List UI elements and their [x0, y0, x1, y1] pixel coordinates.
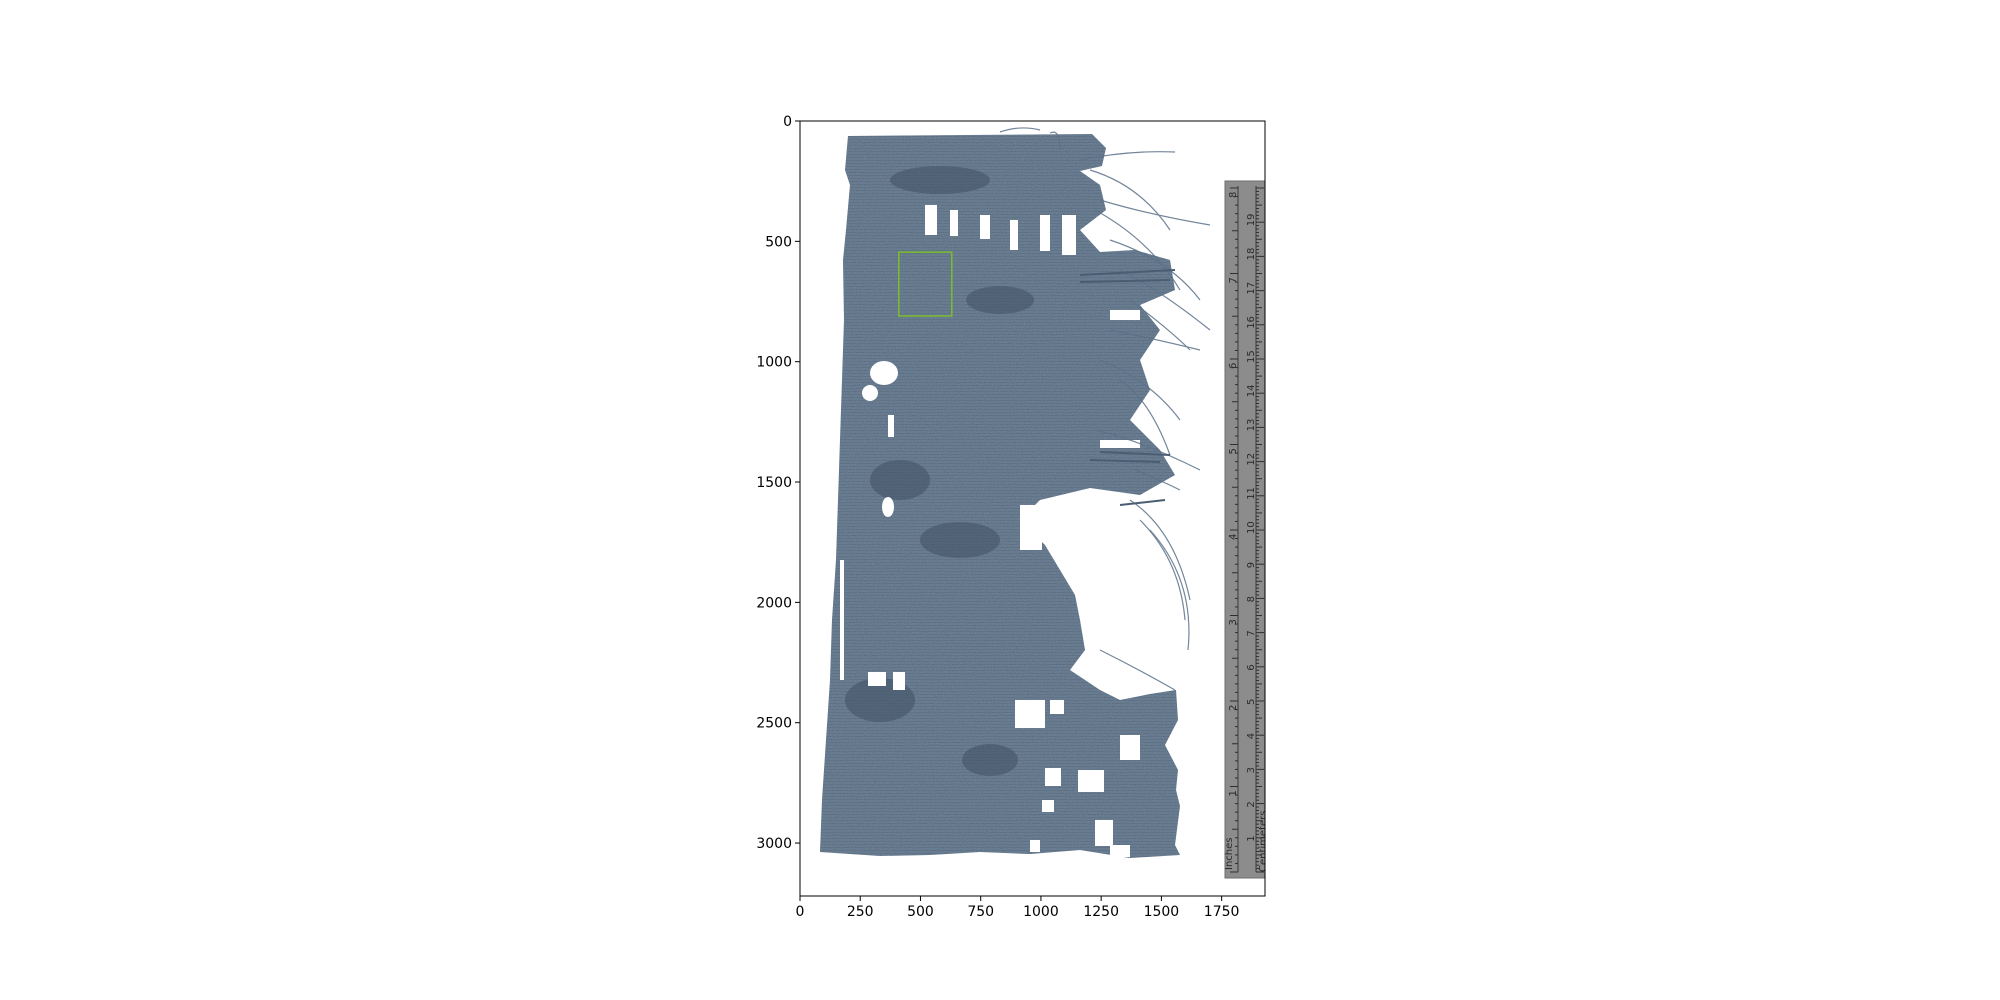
y-tick-label: 1500 [756, 475, 792, 491]
x-tick-label: 1000 [1023, 904, 1059, 920]
ruler-cm-label: 13 [1246, 419, 1257, 432]
highlight-box [898, 251, 953, 317]
ruler-inches-label: Inches [1224, 838, 1235, 871]
x-tick-label: 1250 [1083, 904, 1119, 920]
ruler-cm-label: 17 [1246, 282, 1257, 295]
ruler-cm-label: 12 [1246, 453, 1257, 466]
y-tick-label: 1000 [756, 355, 792, 371]
x-tick-label: 250 [847, 904, 874, 920]
ruler-inch-label: 7 [1228, 277, 1239, 283]
ruler-inch-label: 8 [1228, 192, 1239, 198]
ruler-inch-label: 4 [1228, 534, 1239, 540]
y-axis: 0 500 1000 1500 2000 2500 3000 [756, 114, 800, 852]
ruler-cm-label: 8 [1246, 596, 1257, 602]
ruler-cm-label: 14 [1246, 384, 1257, 397]
papyrus-fragment [820, 127, 1211, 858]
ruler-cm-label: 9 [1246, 562, 1257, 568]
ruler-cm-label: 4 [1246, 733, 1257, 739]
ruler-inch-label: 5 [1228, 448, 1239, 454]
ruler-cm-label: 15 [1246, 350, 1257, 363]
ruler-cm-label: 1 [1246, 835, 1257, 841]
x-tick-label: 1500 [1144, 904, 1180, 920]
ruler-inch-label: 2 [1228, 705, 1239, 711]
ruler-cm-label: 11 [1246, 487, 1257, 500]
y-tick-label: 0 [783, 114, 792, 130]
x-tick-label: 750 [967, 904, 994, 920]
ruler-cm-label: 7 [1246, 630, 1257, 636]
x-axis: 0 250 500 750 1000 1250 1500 1750 [796, 896, 1240, 920]
ruler-inch-label: 1 [1228, 790, 1239, 796]
ruler-inch-label: 6 [1228, 363, 1239, 369]
axes-frame [799, 120, 1266, 897]
ruler-cm-label: 5 [1246, 699, 1257, 705]
y-tick-label: 500 [765, 234, 792, 250]
y-tick-label: 2500 [756, 716, 792, 732]
ruler-cm-label: 18 [1246, 248, 1257, 261]
ruler-cm-label: 2 [1246, 801, 1257, 807]
y-tick-label: 3000 [756, 836, 792, 852]
ruler-cm-label: 6 [1246, 664, 1257, 670]
x-tick-label: 0 [796, 904, 805, 920]
ruler-centimeters-label: Centimeters [1258, 811, 1269, 872]
x-tick-label: 1750 [1204, 904, 1240, 920]
ruler-cm-label: 10 [1246, 521, 1257, 534]
x-tick-label: 500 [907, 904, 934, 920]
ruler-inch-label: 3 [1228, 619, 1239, 625]
ruler-cm-label: 19 [1246, 213, 1257, 226]
y-tick-label: 2000 [756, 595, 792, 611]
ruler-cm-label: 3 [1246, 767, 1257, 773]
ruler-cm-label: 16 [1246, 316, 1257, 329]
